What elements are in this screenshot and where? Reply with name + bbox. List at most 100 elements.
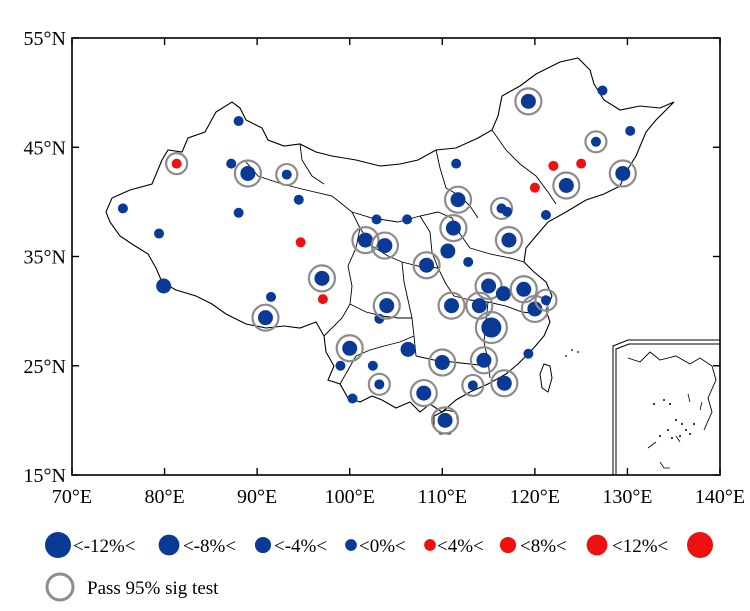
station-dot <box>377 238 393 254</box>
station-dot <box>481 317 502 338</box>
sig-ring <box>409 378 438 408</box>
sig-ring <box>608 159 637 188</box>
station-dot <box>154 228 165 239</box>
station-dot <box>117 203 128 214</box>
sig-ring <box>351 226 380 255</box>
station-dot <box>527 301 543 317</box>
taiwan-island <box>539 363 553 393</box>
legend-marker-3 <box>345 539 357 551</box>
sig-ring <box>552 171 581 200</box>
sig-ring <box>430 406 460 435</box>
legend: <-12%< <-8%< <-4%< <0%< <4%< <8%< <12%< Pass 95… <box>45 532 713 602</box>
y-tick-label: 35°N <box>24 247 66 269</box>
station-dot <box>615 165 631 181</box>
x-tick-label: 130°E <box>602 486 652 508</box>
sig-ring <box>275 162 299 187</box>
station-dot <box>400 341 416 357</box>
legend-boundary-label: <12%< <box>612 536 668 557</box>
sig-ring <box>490 369 519 398</box>
station-dot <box>495 286 511 302</box>
china-outline <box>105 57 675 413</box>
station-dot <box>402 214 413 225</box>
station-dot <box>156 278 172 294</box>
sig-ring <box>372 291 401 320</box>
station-dot <box>476 352 492 368</box>
sig-ring <box>370 231 399 260</box>
station-dot <box>240 165 256 181</box>
legend-marker-1 <box>158 534 180 556</box>
station-dot <box>379 298 395 314</box>
sig-ring <box>335 334 364 363</box>
station-dot <box>317 294 328 305</box>
south-china-sea-inset <box>612 339 720 475</box>
x-tick-label: 90°E <box>237 486 277 508</box>
station-dot <box>444 298 460 314</box>
station-dot <box>266 291 277 302</box>
legend-boundary-label: <0%< <box>359 536 406 557</box>
station-dot <box>451 158 462 169</box>
sig-ring <box>307 264 337 293</box>
station-dot <box>347 393 358 404</box>
legend-sig-ring <box>45 572 75 602</box>
sig-ring <box>494 226 524 255</box>
sig-ring <box>443 185 473 214</box>
legend-boundary-label: <-8%< <box>183 536 236 557</box>
sig-ring <box>428 348 457 377</box>
legend-marker-5 <box>499 536 517 554</box>
station-dot <box>357 232 373 248</box>
coastal-islets <box>565 349 579 357</box>
sig-ring <box>165 152 189 176</box>
station-dot <box>293 194 304 205</box>
sig-ring <box>474 310 508 345</box>
sig-ring <box>474 271 503 301</box>
sig-ring <box>439 213 468 243</box>
legend-boundary-label: <-4%< <box>274 536 327 557</box>
legend-marker-7 <box>687 532 713 558</box>
station-dot <box>314 270 330 286</box>
x-tick-label: 120°E <box>510 486 560 508</box>
sig-ring <box>367 372 391 396</box>
legend-marker-0 <box>45 532 71 558</box>
station-dot <box>374 379 385 390</box>
station-dot <box>233 116 244 127</box>
station-dot <box>437 412 453 428</box>
station-dot <box>597 85 608 96</box>
y-tick-label: 25°N <box>24 356 66 378</box>
station-dot <box>502 206 513 217</box>
station-dot <box>367 360 378 371</box>
station-dot <box>371 214 382 225</box>
sig-ring <box>412 251 441 280</box>
station-dot <box>625 125 636 136</box>
x-tick-label: 70°E <box>52 486 92 508</box>
station-dot <box>501 232 517 248</box>
station-dot <box>467 380 478 391</box>
x-tick-label: 100°E <box>325 486 375 508</box>
sig-ring <box>489 196 514 221</box>
station-dot <box>463 256 474 267</box>
station-dot <box>226 158 237 169</box>
legend-boundary-label: <-12%< <box>73 536 136 557</box>
station-dot <box>419 257 435 273</box>
station-dot <box>576 158 587 169</box>
station-dot <box>335 360 346 371</box>
sig-ring <box>233 159 262 188</box>
x-tick-label: 110°E <box>418 486 467 508</box>
y-tick-label: 15°N <box>24 465 66 487</box>
station-dot <box>558 177 574 193</box>
legend-boundary-label: <4%< <box>437 536 484 557</box>
x-tick-label: 80°E <box>144 486 184 508</box>
station-dot <box>257 310 273 326</box>
legend-boundary-label: <8%< <box>520 536 567 557</box>
station-dot <box>471 298 487 314</box>
legend-sig-label: Pass 95% sig test <box>87 578 219 599</box>
station-dot <box>434 354 450 370</box>
legend-marker-6 <box>586 534 608 556</box>
station-dot <box>529 182 540 193</box>
axis-ticks: 70°E 80°E 90°E 100°E 110°E 120°E 130°E 140°E 15°… <box>24 28 746 508</box>
station-dot <box>540 295 551 306</box>
station-dot <box>523 348 534 359</box>
station-dot <box>233 207 244 218</box>
station-dot <box>445 220 461 236</box>
station-dot <box>281 169 292 180</box>
